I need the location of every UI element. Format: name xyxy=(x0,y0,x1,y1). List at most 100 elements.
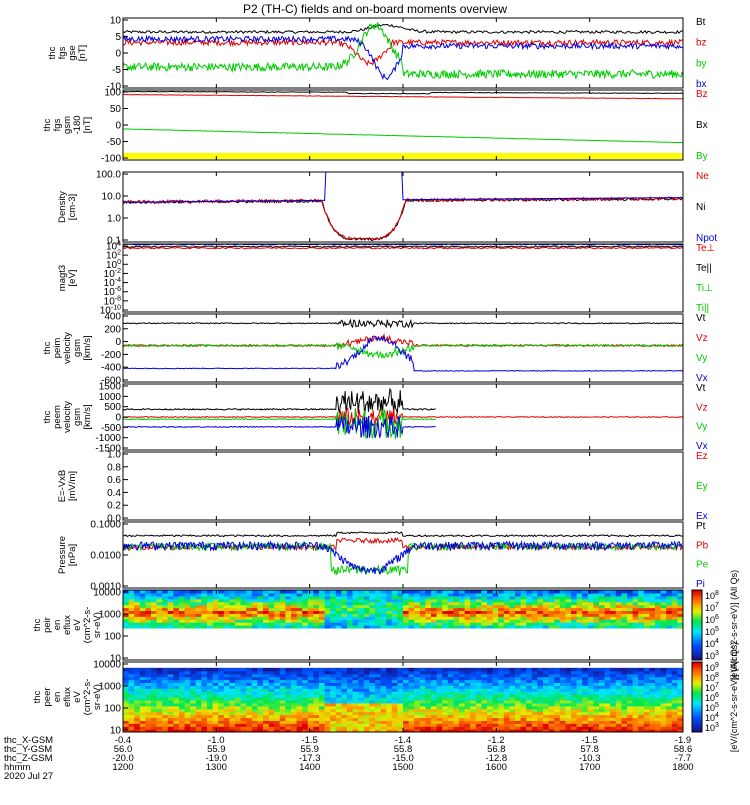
peim-velocity-series-Vx xyxy=(123,334,683,372)
peir-eflux-ylabel-line: sr-eV) xyxy=(92,612,103,638)
peim-velocity-ytick-label: -200 xyxy=(101,350,121,361)
xaxis-tick-label: -20.0 xyxy=(112,753,134,764)
efield-legend-2: Ex xyxy=(696,511,708,522)
xaxis-tick-label: 1500 xyxy=(392,762,413,773)
peir-eflux-colorbar-tick: 107 xyxy=(705,602,719,613)
efield-ytick-label: 0.4 xyxy=(107,488,121,499)
pressure-ytick-label: 0.0100 xyxy=(90,551,121,562)
xaxis-tick-label: 1600 xyxy=(486,762,507,773)
peim-velocity-legend-2: Vy xyxy=(696,353,707,364)
fgs-gse-frame xyxy=(122,17,684,89)
xaxis-tick-label: -17.3 xyxy=(299,753,321,764)
temperature-legend-0: Te⊥ xyxy=(696,243,715,254)
temperature-legend-2: Ti⊥ xyxy=(696,283,713,294)
peem-velocity-ytick-label: 1500 xyxy=(99,382,122,393)
fgs-gsm-ylabel-line: gsm xyxy=(62,116,73,134)
peer-eflux-colorbar-tick: 103 xyxy=(705,722,719,733)
fgs-gse-ylabel-line: [nT] xyxy=(77,45,88,61)
density-ytick-label: 100.0 xyxy=(96,170,121,181)
fgs-gsm-ytick-label: -50 xyxy=(107,137,122,148)
peim-velocity-ylabel-line: [km/s] xyxy=(82,335,93,360)
fgs-gse-series-bx xyxy=(123,34,683,81)
peim-velocity-series-Vz xyxy=(123,332,683,348)
density-panel: 100.0 10.0 1.0 0.1 Density [cm-3] Ne Ni Npot xyxy=(57,170,717,247)
peem-velocity-series-Vy xyxy=(123,408,436,440)
xaxis-row-label: thc_X-GSM xyxy=(4,735,53,746)
efield-ytick-label: 0.2 xyxy=(107,501,121,512)
density-legend-1: Ni xyxy=(696,202,705,213)
density-series-Npot xyxy=(123,172,683,203)
pressure-series-Pi xyxy=(123,539,683,575)
temperature-ylabel-line: magt3 xyxy=(57,265,68,291)
peer-eflux-ylabel-line: eV xyxy=(72,691,83,703)
peer-eflux-data xyxy=(123,667,683,732)
fgs-gsm-panel: 100 50 0 -50 -100 thc fgs gsm -180 [nT] Bz Bx By xyxy=(42,88,708,165)
peir-eflux-ytick-label: 100 xyxy=(104,632,121,643)
fgs-gse-legend-1: bz xyxy=(696,38,707,49)
peim-velocity-ylabel-line: peim xyxy=(52,338,63,359)
peer-eflux-ytick-label: 10000 xyxy=(93,660,121,671)
peer-eflux-ytick-label: 10 xyxy=(110,726,122,737)
peim-velocity-ytick-label: -400 xyxy=(101,363,121,374)
density-ylabel-line: Density xyxy=(57,191,68,223)
peer-eflux-ylabel-line: peer xyxy=(42,687,53,706)
xaxis-tick-label: 1300 xyxy=(206,762,227,773)
peem-velocity-ytick-label: -1000 xyxy=(95,433,121,444)
peem-velocity-ytick-label: -500 xyxy=(101,423,121,434)
fgs-gse-series-Bt xyxy=(123,23,683,35)
pressure-panel: 0.1000 0.0100 0.0010 Pressure [nPa] Pt Pb Pe Pi xyxy=(57,520,709,593)
peer-eflux-colorbar-label: [eV/(cm^2-s-sr-eV)] (All Qs) xyxy=(729,642,739,752)
efield-ytick-label: 1.0 xyxy=(107,450,121,461)
fgs-gsm-ytick-label: 100 xyxy=(104,88,121,99)
xaxis-tick-label: -12.8 xyxy=(486,753,508,764)
density-series-Ni xyxy=(123,197,683,242)
peem-velocity-legend-2: Vy xyxy=(696,422,707,433)
xaxis-tick-label: 55.8 xyxy=(394,744,413,755)
xaxis-tick-label: -1.5 xyxy=(301,735,317,746)
peim-velocity-series-Vy xyxy=(123,341,683,359)
peer-eflux-ylabel-line: eflux xyxy=(62,687,73,707)
fgs-gsm-legend-0: Bz xyxy=(696,89,708,100)
pressure-legend-0: Pt xyxy=(696,521,706,532)
pressure-ylabel-line: Pressure xyxy=(57,536,68,574)
xaxis-tick-label: -1.9 xyxy=(675,735,691,746)
density-ytick-label: 1.0 xyxy=(107,214,121,225)
xaxis-tick-label: -1.4 xyxy=(395,735,411,746)
peim-velocity-legend-3: Vx xyxy=(696,373,708,384)
fgs-gsm-ylabel-line: [nT] xyxy=(82,117,93,133)
peir-eflux-colorbar-tick: 103 xyxy=(705,650,719,661)
pressure-series-Pt xyxy=(123,531,683,538)
peem-velocity-series-Vt xyxy=(123,387,436,417)
density-ytick-label: 0.1 xyxy=(107,236,121,247)
peir-eflux-ylabel-line: peir xyxy=(42,617,53,633)
temperature-legend-3: Ti|| xyxy=(696,303,709,314)
peem-velocity-data xyxy=(123,387,683,440)
peim-velocity-ylabel-line: velocity xyxy=(62,332,73,364)
fgs-gsm-series-By xyxy=(123,128,683,144)
peim-velocity-ytick-label: 200 xyxy=(104,324,121,335)
peir-eflux-ylabel-line: eflux xyxy=(62,615,73,635)
fgs-gsm-series-Bz xyxy=(123,93,683,100)
date-label: 2020 Jul 27 xyxy=(4,771,53,782)
peir-eflux-ytick-label: 10000 xyxy=(93,588,121,599)
pressure-data xyxy=(123,531,683,576)
pressure-ylabel-line: [nPa] xyxy=(67,544,78,566)
peim-velocity-legend-0: Vt xyxy=(696,313,706,324)
xaxis-tick-label: -1.5 xyxy=(581,735,597,746)
fgs-gse-ylabel-line: gse xyxy=(67,45,78,60)
xaxis-tick-label: -19.0 xyxy=(206,753,228,764)
xaxis-tick-label: 1800 xyxy=(672,762,693,773)
peir-eflux-colorbar-tick: 106 xyxy=(705,614,719,625)
peir-eflux-ytick-label: 10 xyxy=(110,654,122,665)
peir-eflux-spectrogram xyxy=(123,590,683,629)
fgs-gsm-data xyxy=(123,90,683,159)
density-data xyxy=(123,172,683,242)
pressure-ytick-label: 0.1000 xyxy=(90,520,121,531)
efield-frame xyxy=(122,451,684,521)
